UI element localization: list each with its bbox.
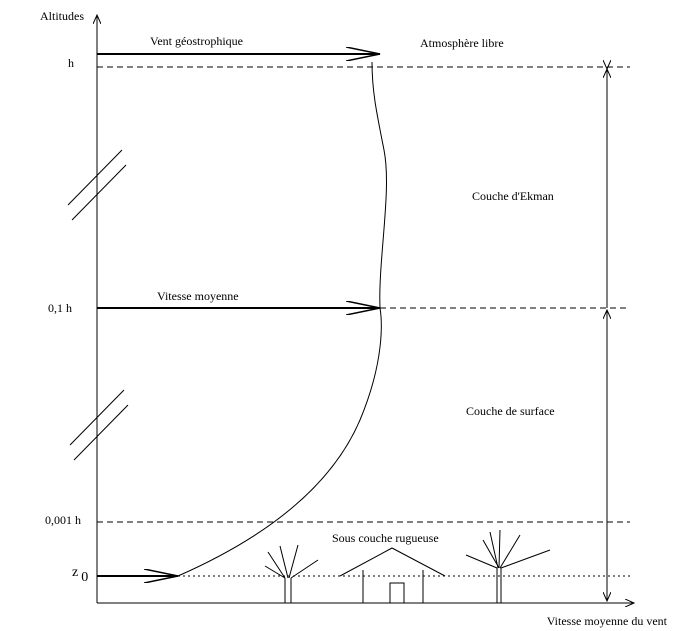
arrow-label: Vitesse moyenne: [157, 289, 239, 303]
level-label: h: [68, 56, 74, 70]
layer-label: Atmosphère libre: [420, 36, 504, 50]
wind-profile: [177, 61, 387, 577]
level-lines: [97, 66, 630, 523]
y-axis-label: Altitudes: [40, 9, 84, 23]
level-label: 0,001 h: [45, 513, 81, 527]
level-label: 0,1 h: [48, 301, 72, 315]
level-subscript: 0: [81, 570, 88, 585]
roughness-elements: [264, 529, 551, 603]
layer-label: Sous couche rugueuse: [332, 531, 439, 545]
layer-label: Couche d'Ekman: [472, 189, 554, 203]
level-symbol: z: [72, 565, 78, 580]
axis-break: [67, 149, 129, 461]
arrow-label: Vent géostrophique: [150, 34, 243, 48]
layer-label: Couche de surface: [466, 404, 555, 418]
x-axis-label: Vitesse moyenne du vent: [547, 614, 668, 628]
